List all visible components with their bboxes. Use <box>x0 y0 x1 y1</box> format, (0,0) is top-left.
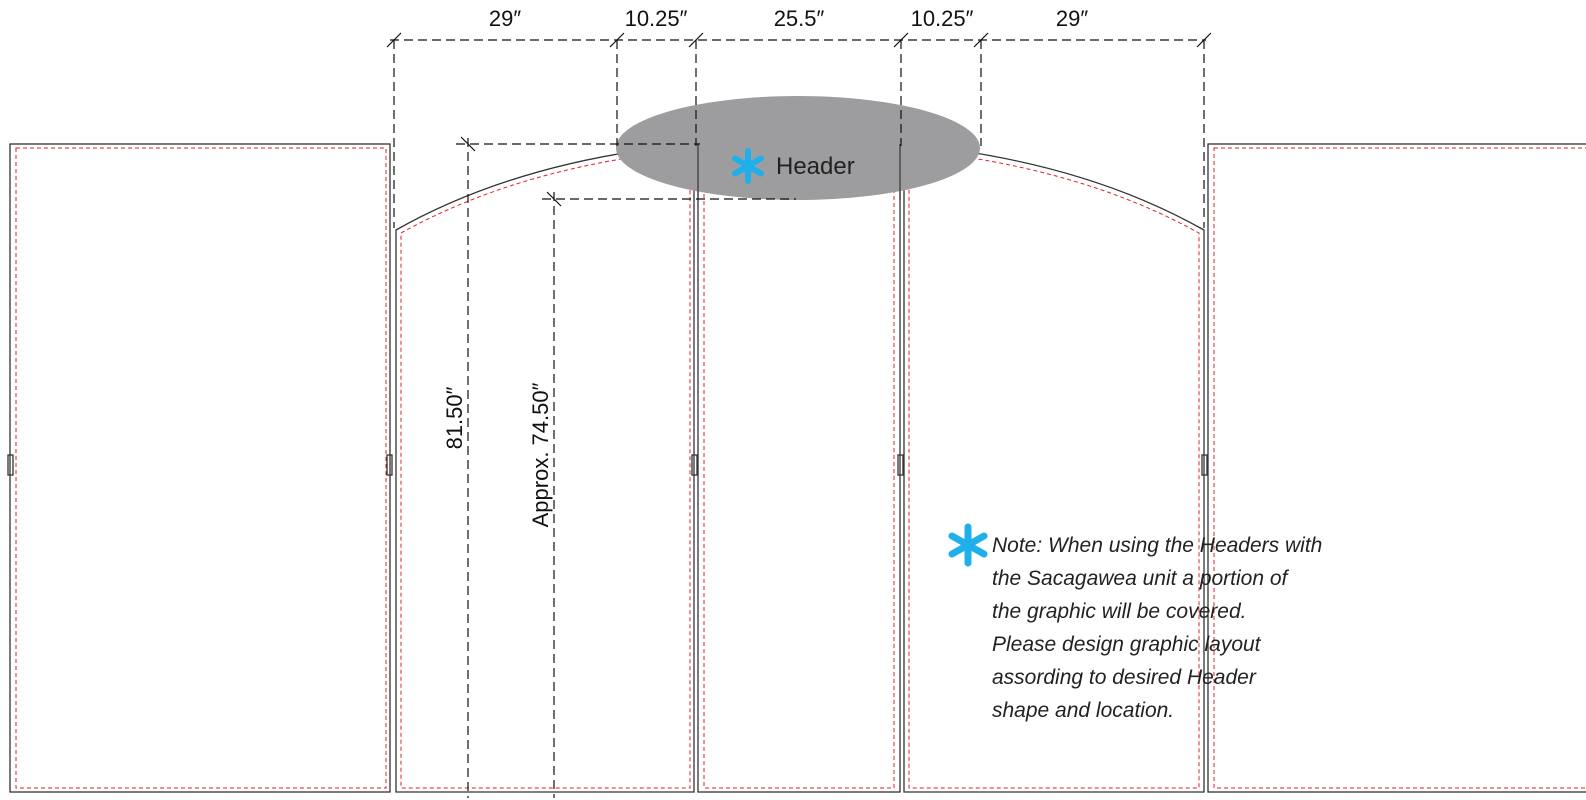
note-line-5: assording to desired Header <box>992 666 1257 689</box>
left-panel-hinge <box>7 454 14 476</box>
dim-label-right-width: 29″ <box>1056 6 1088 31</box>
top-dimension-ticks <box>386 32 1212 48</box>
dim-label-center-width: 25.5″ <box>774 6 825 31</box>
arched-panel-right-bleed <box>908 149 1200 789</box>
header-shape <box>616 96 980 200</box>
dim-label-left-arch-overlap: 10.25″ <box>625 6 688 31</box>
approx-height-top-tick <box>546 191 562 207</box>
dim-label-approx-height: Approx. 74.50″ <box>528 382 553 527</box>
dim-label-full-height: 81.50″ <box>442 386 467 449</box>
full-height-top-tick <box>460 136 476 152</box>
arched-left-hinge <box>691 454 698 476</box>
left-panel-outline <box>9 143 391 793</box>
header-asterisk-icon <box>732 148 764 184</box>
note-line-3: the graphic will be covered. <box>992 600 1246 623</box>
note-text-block: Note: When using the Headers with the Sa… <box>992 534 1322 722</box>
header-label: Header <box>776 153 855 180</box>
center-right-hinge <box>897 454 904 476</box>
center-panel-bleed <box>703 147 895 789</box>
right-panel-outline <box>1207 143 1586 793</box>
arched-right-hinge <box>1201 454 1208 476</box>
right-panel-bleed <box>1213 147 1586 789</box>
top-dimension-extensions <box>393 40 1205 228</box>
note-asterisk-icon <box>948 523 988 567</box>
left-panel-hinge-right <box>386 454 393 476</box>
dim-label-left-width: 29″ <box>489 6 521 31</box>
note-line-1: Note: When using the Headers with <box>992 534 1322 557</box>
arched-panel-right-outline <box>903 143 1205 793</box>
dim-label-right-arch-overlap: 10.25″ <box>911 6 974 31</box>
left-panel-bleed <box>15 147 387 789</box>
note-line-6: shape and location. <box>992 699 1174 722</box>
note-line-4: Please design graphic layout <box>992 633 1262 656</box>
note-line-2: the Sacagawea unit a portion of <box>992 567 1290 590</box>
center-panel-outline <box>697 143 901 793</box>
